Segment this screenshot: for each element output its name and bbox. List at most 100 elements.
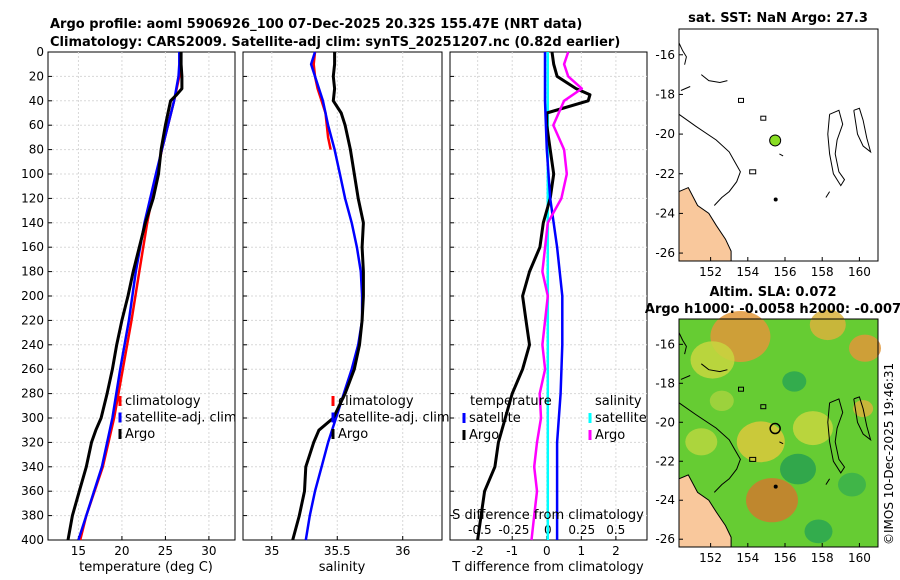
sla-heat-blob bbox=[736, 421, 785, 463]
salinity-tick-label: 35.5 bbox=[324, 544, 351, 558]
difference-legend-temperature-satellite-label: satellite bbox=[469, 411, 521, 426]
sla-map-lon-tick-label: 152 bbox=[699, 551, 722, 565]
difference-tick-label: 1 bbox=[578, 544, 586, 558]
sla-map-border bbox=[678, 318, 879, 548]
difference-xlabel: T difference from climatology bbox=[451, 560, 644, 575]
temperature-tick-label: 20 bbox=[114, 544, 129, 558]
sla-heat-blob bbox=[709, 390, 734, 411]
sla-map-coastline bbox=[827, 398, 846, 474]
sst-map-lat-tick-label: -20 bbox=[655, 127, 675, 141]
sst-map-lon-tick-label: 156 bbox=[774, 265, 797, 279]
sst-map-title: sat. SST: NaN Argo: 27.3 bbox=[688, 11, 868, 26]
depth-tick-label: 360 bbox=[21, 484, 44, 498]
sst-map-lon-tick-label: 154 bbox=[736, 265, 759, 279]
depth-tick-label: 180 bbox=[21, 265, 44, 279]
salinity-legend-item-label: satellite-adj. clim bbox=[338, 411, 450, 426]
sst-map-islet bbox=[760, 115, 767, 121]
sla-heat-blob bbox=[690, 341, 735, 379]
difference-series-temperature-argo bbox=[476, 51, 592, 541]
sla-map-lon-tick-label: 160 bbox=[848, 551, 871, 565]
sla-heat-blob bbox=[838, 472, 866, 497]
sla-map-islet bbox=[760, 404, 767, 410]
temperature-tick-label: 25 bbox=[158, 544, 173, 558]
temperature-tick-label: 15 bbox=[71, 544, 86, 558]
depth-tick-label: 20 bbox=[29, 69, 44, 83]
sla-map-lat-tick-label: -24 bbox=[655, 493, 675, 507]
sst-map-border bbox=[678, 28, 879, 262]
sst-map-coastline bbox=[678, 113, 741, 206]
sla-heat-blob bbox=[804, 519, 833, 544]
sla-map-coastline bbox=[853, 396, 872, 442]
depth-tick-label: 200 bbox=[21, 289, 44, 303]
salinity-series-satellite-adj-clim bbox=[304, 51, 364, 541]
depth-tick-label: 300 bbox=[21, 411, 44, 425]
sst-map-coastline bbox=[779, 153, 784, 157]
sst-map-coastline bbox=[853, 107, 872, 154]
sst-map-seamount bbox=[773, 197, 778, 202]
sla-heat-blob bbox=[809, 309, 846, 341]
sla-map-islet bbox=[738, 386, 744, 392]
difference-tick-label: 2 bbox=[612, 544, 620, 558]
sla-heat-blob bbox=[780, 453, 816, 485]
sst-map-lat-tick-label: -24 bbox=[655, 206, 675, 220]
sst-map: 152 154 156 158 160 -16 -18 -20 -22 -24 -26 bbox=[655, 28, 879, 279]
difference-xlabel-top: S difference from climatology bbox=[452, 508, 644, 523]
sla-map-seamount bbox=[773, 484, 778, 489]
depth-tick-label: 340 bbox=[21, 460, 44, 474]
difference-tick-label: -1 bbox=[506, 544, 518, 558]
sst-map-lat-tick-label: -22 bbox=[655, 167, 675, 181]
temperature-profile-chart: 0 20 40 60 80 100 120 140 160 180 200 220 240 260 280 3… bbox=[21, 45, 237, 558]
sla-map-lon-tick-label: 154 bbox=[736, 551, 759, 565]
depth-tick-label: 40 bbox=[29, 94, 44, 108]
sst-map-lat-tick-label: -18 bbox=[655, 87, 675, 101]
depth-tick-label: 80 bbox=[29, 143, 44, 157]
sla-map-coastline bbox=[700, 363, 728, 373]
sst-map-coastline bbox=[825, 191, 831, 198]
temperature-legend-item-label: climatology bbox=[125, 394, 201, 409]
sla-heat-blob bbox=[792, 411, 833, 446]
sst-map-coastline bbox=[827, 109, 846, 187]
sst-map-lat-tick-label: -16 bbox=[655, 48, 675, 62]
depth-tick-label: 380 bbox=[21, 509, 44, 523]
sla-heat-blob bbox=[685, 428, 718, 456]
sla-map-lat-tick-label: -16 bbox=[655, 337, 675, 351]
depth-tick-label: 60 bbox=[29, 118, 44, 132]
depth-tick-label: 140 bbox=[21, 216, 44, 230]
depth-tick-label: 280 bbox=[21, 387, 44, 401]
difference-legend-temperature-argo-label: Argo bbox=[469, 428, 499, 443]
difference-legend-salinity-satellite-label: satellite bbox=[595, 411, 647, 426]
sst-map-coastline bbox=[678, 42, 687, 65]
temperature-tick-label: 30 bbox=[201, 544, 216, 558]
imos-watermark: ©IMOS 10-Dec-2025 19:46:31 bbox=[882, 363, 896, 545]
salinity-xlabel: salinity bbox=[319, 560, 366, 575]
sla-map-coastline bbox=[678, 402, 741, 493]
sla-heat-blob bbox=[849, 334, 881, 362]
sla-map-islet bbox=[749, 456, 757, 462]
salinity-legend-item-label: climatology bbox=[338, 394, 414, 409]
difference-tick-label: -2 bbox=[472, 544, 484, 558]
depth-tick-label: 400 bbox=[21, 533, 44, 547]
sst-map-islet bbox=[749, 169, 757, 175]
salinity-tick-label: 36 bbox=[395, 544, 410, 558]
difference-tick-label: 0 bbox=[543, 544, 551, 558]
temperature-series-argo bbox=[66, 52, 184, 541]
difference-top-tick-label: 0.25 bbox=[568, 523, 595, 537]
sla-map-lat-tick-label: -22 bbox=[655, 454, 675, 468]
argo-position-marker bbox=[769, 134, 782, 147]
sst-map-lon-tick-label: 152 bbox=[699, 265, 722, 279]
difference-series-salinity-argo bbox=[530, 51, 584, 541]
sla-map-lat-tick-label: -26 bbox=[655, 532, 675, 546]
sla-map-title-2: Argo h1000: -0.0058 h2000: -0.007 bbox=[645, 302, 900, 317]
salinity-tick-label: 35 bbox=[264, 544, 279, 558]
sst-map-coastline bbox=[680, 86, 691, 91]
difference-legend-title-temperature: temperature bbox=[470, 394, 552, 409]
sla-map-lat-tick-label: -20 bbox=[655, 415, 675, 429]
difference-profile-chart: -2 -1 0 1 2-0.5 -0.25 0 0.25 0.5temperaturesatel… bbox=[449, 51, 648, 558]
header-line2: Climatology: CARS2009. Satellite-adj cli… bbox=[50, 35, 620, 50]
sla-heat-blob bbox=[746, 478, 798, 523]
salinity-legend-item-label: Argo bbox=[338, 427, 368, 442]
sla-map-coastline bbox=[680, 375, 691, 380]
depth-tick-label: 220 bbox=[21, 313, 44, 327]
sla-heat-blob bbox=[782, 371, 807, 392]
